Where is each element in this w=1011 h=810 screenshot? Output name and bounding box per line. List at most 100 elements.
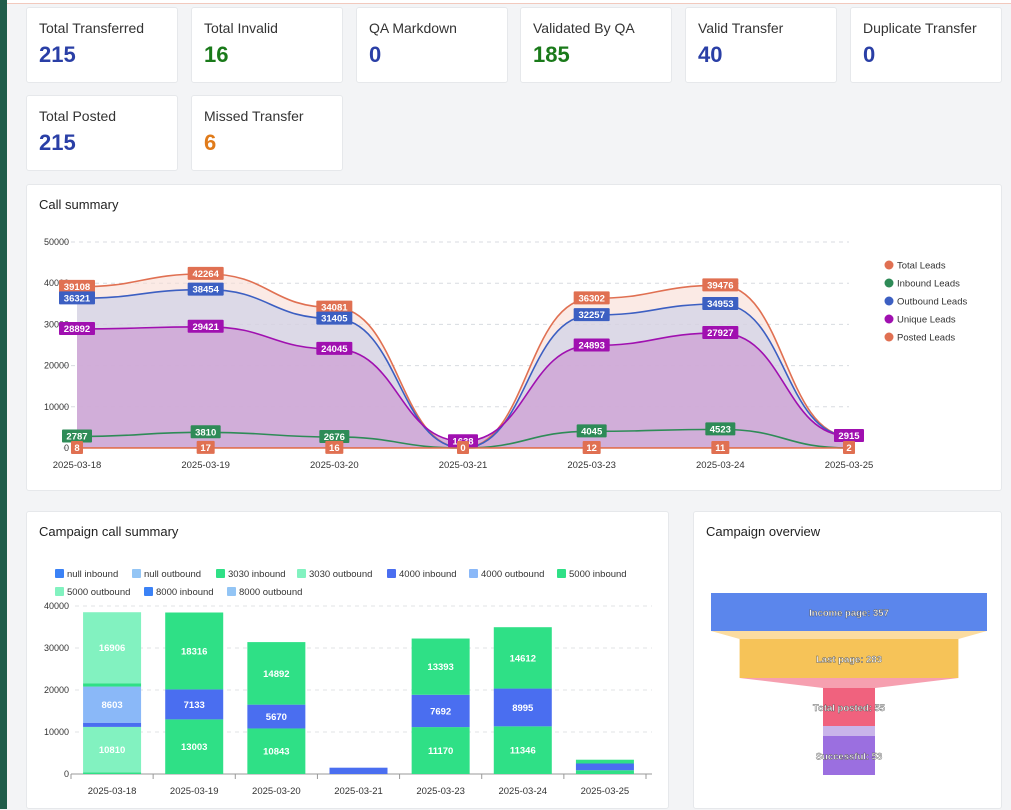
stat-label: QA Markdown — [369, 20, 457, 36]
data-label: 4045 — [577, 424, 607, 437]
stat-card-validated-by-qa: Validated By QA 185 — [520, 7, 672, 83]
svg-text:2: 2 — [846, 443, 851, 454]
svg-text:Inbound Leads: Inbound Leads — [897, 279, 960, 290]
top-edge — [7, 0, 1011, 4]
data-label: 2787 — [62, 430, 92, 443]
legend-item[interactable]: Posted Leads — [885, 333, 956, 344]
bar-label: 10810 — [99, 745, 125, 756]
svg-text:4045: 4045 — [581, 426, 603, 437]
funnel-connector — [823, 726, 875, 736]
legend-item[interactable]: 5000 outbound — [55, 587, 130, 598]
bar-label: 7692 — [430, 706, 451, 717]
data-label: 12 — [583, 441, 601, 454]
x-tick-label: 2025-03-21 — [334, 786, 383, 797]
bar-label: 7133 — [184, 700, 205, 711]
stat-value: 215 — [39, 130, 76, 156]
svg-text:Unique Leads: Unique Leads — [897, 315, 956, 326]
bar-label: 13393 — [427, 662, 453, 673]
stat-card-duplicate-transfer: Duplicate Transfer 0 — [850, 7, 1002, 83]
data-label: 32257 — [574, 308, 610, 321]
svg-text:39476: 39476 — [707, 280, 733, 291]
funnel-connector — [711, 631, 987, 639]
legend-item[interactable]: Unique Leads — [885, 315, 956, 326]
legend-item[interactable]: 4000 outbound — [469, 569, 544, 580]
svg-text:24893: 24893 — [578, 340, 604, 351]
legend-item[interactable]: 8000 outbound — [227, 587, 302, 598]
bar-segment[interactable] — [83, 772, 141, 774]
y-tick-label: 50000 — [44, 237, 69, 247]
data-label: 36302 — [574, 291, 610, 304]
svg-text:36302: 36302 — [578, 293, 604, 304]
svg-text:Total Leads: Total Leads — [897, 261, 946, 272]
x-tick-label: 2025-03-18 — [53, 460, 102, 471]
svg-text:3810: 3810 — [195, 427, 216, 438]
x-tick-label: 2025-03-23 — [567, 460, 616, 471]
bar-label: 18316 — [181, 646, 207, 657]
svg-text:2787: 2787 — [66, 432, 87, 443]
legend-item[interactable]: Outbound Leads — [885, 297, 968, 308]
data-label: 38454 — [188, 283, 224, 296]
x-tick-label: 2025-03-24 — [696, 460, 745, 471]
data-label: 0 — [457, 441, 469, 454]
x-tick-label: 2025-03-25 — [825, 460, 874, 471]
svg-text:29421: 29421 — [192, 322, 219, 333]
bar-label: 14892 — [263, 669, 289, 680]
bar-label: 14612 — [510, 653, 536, 664]
data-label: 36321 — [59, 291, 95, 304]
y-tick-label: 20000 — [44, 361, 69, 371]
x-tick-label: 2025-03-24 — [498, 786, 547, 797]
svg-text:11: 11 — [715, 443, 726, 454]
legend-item[interactable]: null inbound — [55, 569, 118, 580]
bar-segment[interactable] — [576, 760, 634, 764]
x-tick-label: 2025-03-20 — [252, 786, 301, 797]
svg-text:8: 8 — [74, 443, 79, 454]
svg-text:2915: 2915 — [838, 431, 860, 442]
legend-item[interactable]: 8000 inbound — [144, 587, 214, 598]
bar-label: 11346 — [510, 746, 536, 757]
svg-text:null inbound: null inbound — [67, 569, 118, 580]
data-label: 3810 — [191, 425, 221, 438]
svg-text:32257: 32257 — [578, 310, 604, 321]
legend-item[interactable]: 5000 inbound — [557, 569, 627, 580]
funnel-stage-label: Income page: 357 — [809, 608, 889, 619]
stat-card-total-transferred: Total Transferred 215 — [26, 7, 178, 83]
stat-value: 185 — [533, 42, 570, 68]
legend-item[interactable]: 3030 outbound — [297, 569, 372, 580]
data-label: 31405 — [316, 312, 352, 325]
svg-text:8000 inbound: 8000 inbound — [156, 587, 214, 598]
y-tick-label: 20000 — [44, 685, 69, 695]
svg-text:28892: 28892 — [64, 324, 90, 335]
svg-text:5000 outbound: 5000 outbound — [67, 587, 130, 598]
bar-segment[interactable] — [576, 770, 634, 774]
y-tick-label: 10000 — [44, 727, 69, 737]
bar-segment[interactable] — [330, 768, 388, 774]
stat-card-missed-transfer: Missed Transfer 6 — [191, 95, 343, 171]
bar-label: 13003 — [181, 742, 207, 753]
bar-segment[interactable] — [576, 764, 634, 771]
bar-segment[interactable] — [83, 683, 141, 686]
svg-text:16: 16 — [329, 443, 340, 454]
stat-value: 6 — [204, 130, 216, 156]
data-label: 39476 — [702, 278, 738, 291]
legend-item[interactable]: 4000 inbound — [387, 569, 457, 580]
y-tick-label: 30000 — [44, 643, 69, 653]
stat-card-valid-transfer: Valid Transfer 40 — [685, 7, 837, 83]
svg-text:null outbound: null outbound — [144, 569, 201, 580]
svg-text:4000 inbound: 4000 inbound — [399, 569, 457, 580]
x-tick-label: 2025-03-20 — [310, 460, 359, 471]
data-label: 29421 — [188, 320, 224, 333]
funnel-connector — [740, 678, 959, 688]
stat-card-total-posted: Total Posted 215 — [26, 95, 178, 171]
svg-text:4000 outbound: 4000 outbound — [481, 569, 544, 580]
bar-segment[interactable] — [83, 723, 141, 727]
data-label: 34953 — [702, 297, 738, 310]
legend-item[interactable]: null outbound — [132, 569, 201, 580]
legend-item[interactable]: Inbound Leads — [885, 279, 961, 290]
legend-item[interactable]: Total Leads — [885, 261, 946, 272]
svg-text:0: 0 — [460, 443, 465, 454]
legend-item[interactable]: 3030 inbound — [216, 569, 286, 580]
bar-label: 8995 — [512, 703, 534, 714]
